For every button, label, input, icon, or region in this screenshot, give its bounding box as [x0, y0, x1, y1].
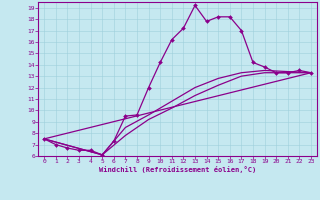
X-axis label: Windchill (Refroidissement éolien,°C): Windchill (Refroidissement éolien,°C): [99, 166, 256, 173]
